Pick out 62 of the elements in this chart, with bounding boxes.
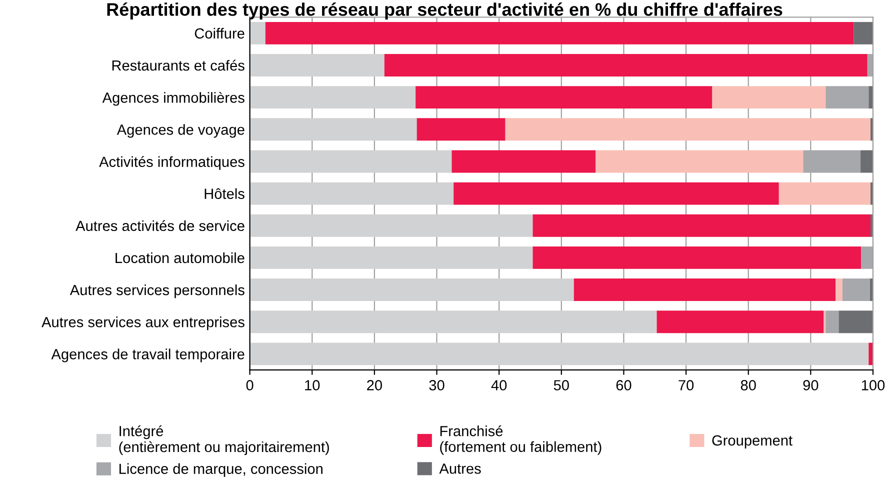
bar xyxy=(250,22,266,44)
bar xyxy=(826,86,869,109)
legend-label: Licence de marque, concession xyxy=(120,463,322,477)
bar xyxy=(250,54,384,76)
bar xyxy=(854,22,873,44)
bar xyxy=(250,86,416,109)
y-tick-label: Autres services personnels xyxy=(70,284,244,298)
y-tick-label: Autres activités de service xyxy=(76,220,244,232)
bar xyxy=(860,150,873,173)
chart-title: Répartition des types de réseau par secteur d'activité en % du chiffre d'affaires xyxy=(107,2,782,20)
x-tick-label: 20 xyxy=(367,380,382,390)
legend-label: Intégré (entièrement ou majoritairement) xyxy=(119,425,329,456)
x-tick-label: 10 xyxy=(305,380,320,390)
bar xyxy=(250,182,454,205)
bar xyxy=(384,54,868,76)
bar xyxy=(250,278,574,301)
bar xyxy=(250,246,533,269)
bar xyxy=(416,118,506,141)
bar xyxy=(574,278,836,301)
y-tick-label: Agences immobilières xyxy=(102,92,244,106)
bar xyxy=(250,342,869,366)
bar xyxy=(838,310,873,334)
bar xyxy=(250,310,657,334)
x-tick-label: 100 xyxy=(862,380,885,390)
x-tick-label: 50 xyxy=(554,380,569,390)
x-tick-label: 90 xyxy=(803,380,818,390)
y-tick-label: Activités informatiques xyxy=(99,156,244,170)
bar xyxy=(265,22,854,44)
bar xyxy=(416,86,712,109)
legend-label: Groupement xyxy=(712,435,792,449)
x-tick-label: 70 xyxy=(678,380,694,390)
bar xyxy=(250,214,533,237)
bar xyxy=(842,278,870,301)
bar xyxy=(868,86,873,109)
bar xyxy=(532,214,871,237)
y-tick-label: Autres services aux entreprises xyxy=(42,316,244,330)
bar xyxy=(868,342,873,366)
bar xyxy=(532,246,862,269)
bar xyxy=(250,118,417,141)
bar xyxy=(250,150,452,173)
y-tick-label: Hôtels xyxy=(204,188,244,199)
bar xyxy=(712,86,826,109)
legend-label: Autres xyxy=(439,464,481,474)
bar xyxy=(836,278,842,301)
x-tick-label: 30 xyxy=(429,380,444,390)
x-tick-label: 40 xyxy=(491,380,507,390)
bar xyxy=(454,182,779,205)
bar xyxy=(505,118,871,141)
x-tick-label: 60 xyxy=(616,380,632,390)
bar xyxy=(826,310,839,334)
bar xyxy=(778,182,871,205)
bar xyxy=(656,310,824,334)
y-tick-label: Coiffure xyxy=(194,28,244,39)
y-tick-label: Restaurants et cafés xyxy=(112,60,244,71)
y-tick-label: Agences de voyage xyxy=(116,124,244,138)
legend-label: Franchisé (fortement ou faiblement) xyxy=(440,425,602,455)
x-tick-label: 0 xyxy=(246,380,254,390)
y-tick-label: Agences de travail temporaire xyxy=(51,348,244,362)
y-tick-label: Location automobile xyxy=(116,252,244,264)
x-tick-label: 80 xyxy=(740,380,756,390)
bar xyxy=(596,150,804,173)
bar xyxy=(452,150,596,173)
